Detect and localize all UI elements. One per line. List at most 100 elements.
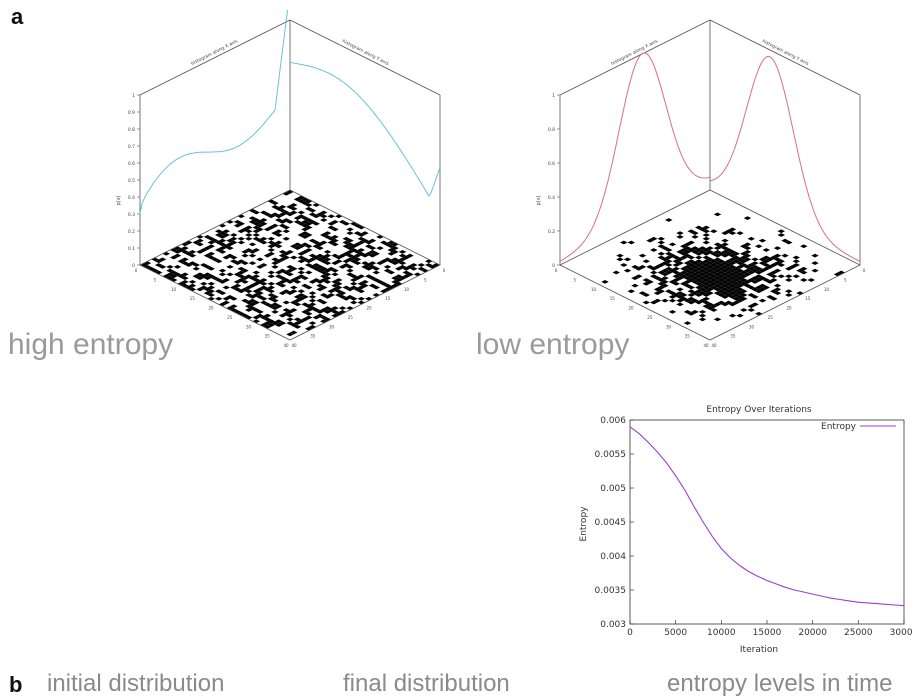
floor-cell	[372, 270, 380, 275]
floor-cell	[312, 315, 320, 320]
floor-cell	[365, 240, 373, 245]
floor-tick-label: 30	[666, 324, 672, 329]
floor-cell	[286, 220, 294, 224]
floor-cell	[702, 251, 710, 256]
floor-cell	[668, 298, 677, 303]
floor-cell	[376, 246, 384, 250]
floor-cell	[398, 250, 407, 254]
floor-cell	[162, 251, 170, 256]
y-tick-label: 0.004	[600, 552, 626, 562]
floor-cell	[226, 272, 234, 277]
right-wall-top-edge	[709, 19, 861, 96]
floor-cell	[653, 291, 662, 295]
floor-tick-label: 10	[591, 287, 597, 292]
floor-cell	[218, 272, 227, 277]
floor-cell	[721, 302, 729, 307]
z-tick-label: 0	[552, 263, 555, 269]
hist-x-title: histogram along X axis	[190, 38, 239, 67]
floor-tick-label: 10	[824, 287, 830, 292]
floor-cell	[601, 280, 609, 284]
floor-cell	[751, 257, 759, 262]
floor-cell	[612, 270, 620, 275]
floor-cell	[635, 266, 643, 271]
left-3d-plot: 00.10.20.30.40.50.60.70.80.91p(x)0 05 510 1…	[116, 10, 446, 348]
floor-cell	[248, 253, 257, 258]
floor-cell	[230, 233, 238, 237]
floor-cell	[417, 263, 425, 267]
floor-cell	[282, 300, 290, 305]
floor-cell	[755, 289, 763, 294]
floor-cell	[807, 278, 815, 282]
floor-cell	[260, 281, 268, 286]
floor-cell	[252, 210, 260, 215]
floor-cell	[346, 306, 354, 310]
floor-cell	[260, 240, 268, 245]
floor-cell	[346, 287, 354, 292]
floor-cell	[372, 293, 380, 297]
floor-cell	[308, 291, 317, 295]
x-tick-label: 10000	[707, 628, 736, 638]
floor-cell	[777, 233, 785, 237]
floor-cell	[248, 242, 257, 247]
x-tick-label: 20000	[798, 628, 827, 638]
floor-cell	[616, 253, 624, 258]
z-tick-label: 0.2	[128, 229, 135, 235]
z-tick-label: 0.4	[128, 195, 135, 201]
floor-cell	[181, 276, 189, 280]
entropy-line-chart: Entropy Over Iterations 0 5000 10000 15000 2…	[579, 405, 912, 655]
floor-cell	[620, 263, 628, 267]
floor-cell	[196, 276, 204, 280]
floor-cell	[755, 270, 763, 275]
left-wall-top-edge	[139, 19, 291, 96]
floor-tick-label: 0	[555, 268, 558, 273]
floor-cell	[320, 214, 328, 219]
floor-cell	[755, 244, 763, 249]
floor-cell	[226, 265, 234, 269]
floor-cell	[672, 263, 680, 267]
floor-cell	[252, 233, 260, 237]
floor-cell	[226, 246, 234, 250]
floor-cell	[702, 236, 710, 241]
floor-tick-label: 5	[424, 277, 427, 282]
floor-cell	[301, 276, 309, 280]
floor-cell	[312, 214, 320, 219]
floor-cell	[376, 235, 384, 239]
floor-cell	[661, 298, 669, 303]
floor-cell	[800, 278, 808, 282]
floor-cell	[402, 266, 410, 271]
floor-cell	[623, 268, 632, 273]
floor-cell	[792, 274, 800, 279]
floor-cell	[323, 280, 332, 284]
floor-cell	[773, 291, 782, 295]
panel-b-letter: b	[9, 672, 23, 697]
floor-cell	[320, 218, 328, 222]
floor-cell	[762, 248, 770, 252]
floor-cell	[237, 240, 245, 245]
floor-cell	[368, 253, 377, 258]
floor-cell	[391, 261, 399, 265]
floor-cell	[256, 257, 264, 262]
z-tick-label: 0.5	[128, 178, 135, 184]
floor-cell	[425, 259, 433, 264]
floor-cell	[215, 296, 223, 301]
floor-cell	[256, 265, 264, 269]
floor-cell	[770, 274, 778, 279]
floor-tick-label: 40	[703, 343, 709, 348]
floor-cell	[267, 214, 275, 219]
floor-cell	[728, 302, 737, 307]
floor-cell	[713, 212, 722, 217]
floor-cell	[207, 293, 215, 297]
floor-cell	[218, 291, 227, 295]
floor-cell	[237, 236, 245, 241]
floor-cell	[188, 253, 197, 258]
floor-tick-label: 5	[153, 277, 156, 282]
floor-cell	[811, 253, 819, 258]
floor-cell	[758, 238, 767, 243]
floor-cell	[256, 310, 264, 314]
y-tick-label: 0.0055	[595, 450, 627, 460]
floor-tick-label: 35	[265, 334, 271, 339]
floor-cell	[271, 306, 279, 310]
floor-cell	[260, 296, 268, 301]
floor-cell	[751, 295, 759, 299]
